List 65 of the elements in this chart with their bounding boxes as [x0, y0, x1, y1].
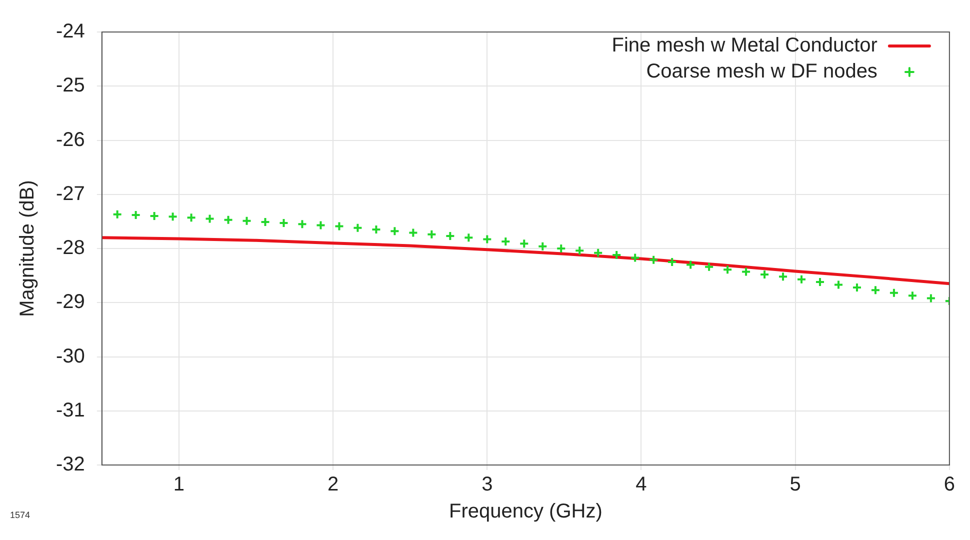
x-tick-label: 2 [327, 474, 339, 496]
y-tick-label: -32 [56, 454, 85, 476]
x-tick-label: 5 [790, 474, 801, 496]
point [833, 280, 844, 290]
point [482, 234, 492, 244]
y-tick-label: -24 [56, 20, 85, 43]
y-tick-label: -30 [56, 345, 85, 368]
point [390, 226, 400, 236]
y-tick-label: -27 [56, 182, 85, 205]
y-tick-label: -29 [56, 291, 85, 314]
point [371, 224, 382, 235]
point [260, 216, 270, 227]
point [593, 248, 604, 258]
y-tick-label: -25 [56, 74, 85, 97]
point [519, 238, 530, 249]
point [426, 229, 437, 240]
x-tick-label: 1 [173, 474, 185, 496]
point [149, 211, 160, 222]
point [556, 244, 566, 254]
legend-label: Coarse mesh w DF nodes [646, 60, 878, 83]
point [112, 209, 122, 220]
x-tick-label: 6 [944, 474, 955, 496]
point [223, 214, 234, 225]
point [870, 285, 880, 296]
legend-label: Fine mesh w Metal Conductor [612, 34, 878, 57]
point [630, 252, 640, 263]
point [741, 266, 752, 277]
point [352, 222, 363, 233]
point [297, 219, 308, 230]
point [704, 262, 714, 272]
point [888, 288, 899, 298]
point [778, 272, 788, 282]
point [168, 212, 178, 222]
point [204, 214, 215, 224]
y-tick-label: -28 [56, 237, 85, 260]
point [796, 274, 807, 284]
point [278, 218, 289, 228]
point [907, 290, 918, 301]
x-tick-label: 4 [636, 474, 647, 496]
point [667, 257, 678, 268]
x-axis-title: Frequency (GHz) [448, 500, 602, 523]
point [538, 241, 548, 252]
text: 1574 [10, 510, 30, 520]
point [814, 277, 825, 288]
point [408, 228, 418, 238]
point [648, 254, 659, 265]
y-tick-label: -26 [56, 128, 85, 151]
point [464, 232, 474, 243]
x-tick-label: 3 [482, 474, 493, 496]
point [445, 231, 456, 242]
point [500, 236, 511, 246]
point [852, 282, 862, 292]
point [612, 250, 622, 260]
point [574, 246, 585, 256]
y-axis-title: Magnitude (dB) [16, 180, 39, 317]
point [316, 220, 326, 230]
point [722, 264, 733, 275]
point [242, 216, 252, 226]
y-tick-label: -31 [56, 399, 85, 422]
point [926, 293, 936, 304]
point [686, 260, 696, 270]
point [760, 269, 770, 280]
point [130, 210, 141, 220]
point [186, 212, 196, 223]
point [334, 221, 344, 232]
